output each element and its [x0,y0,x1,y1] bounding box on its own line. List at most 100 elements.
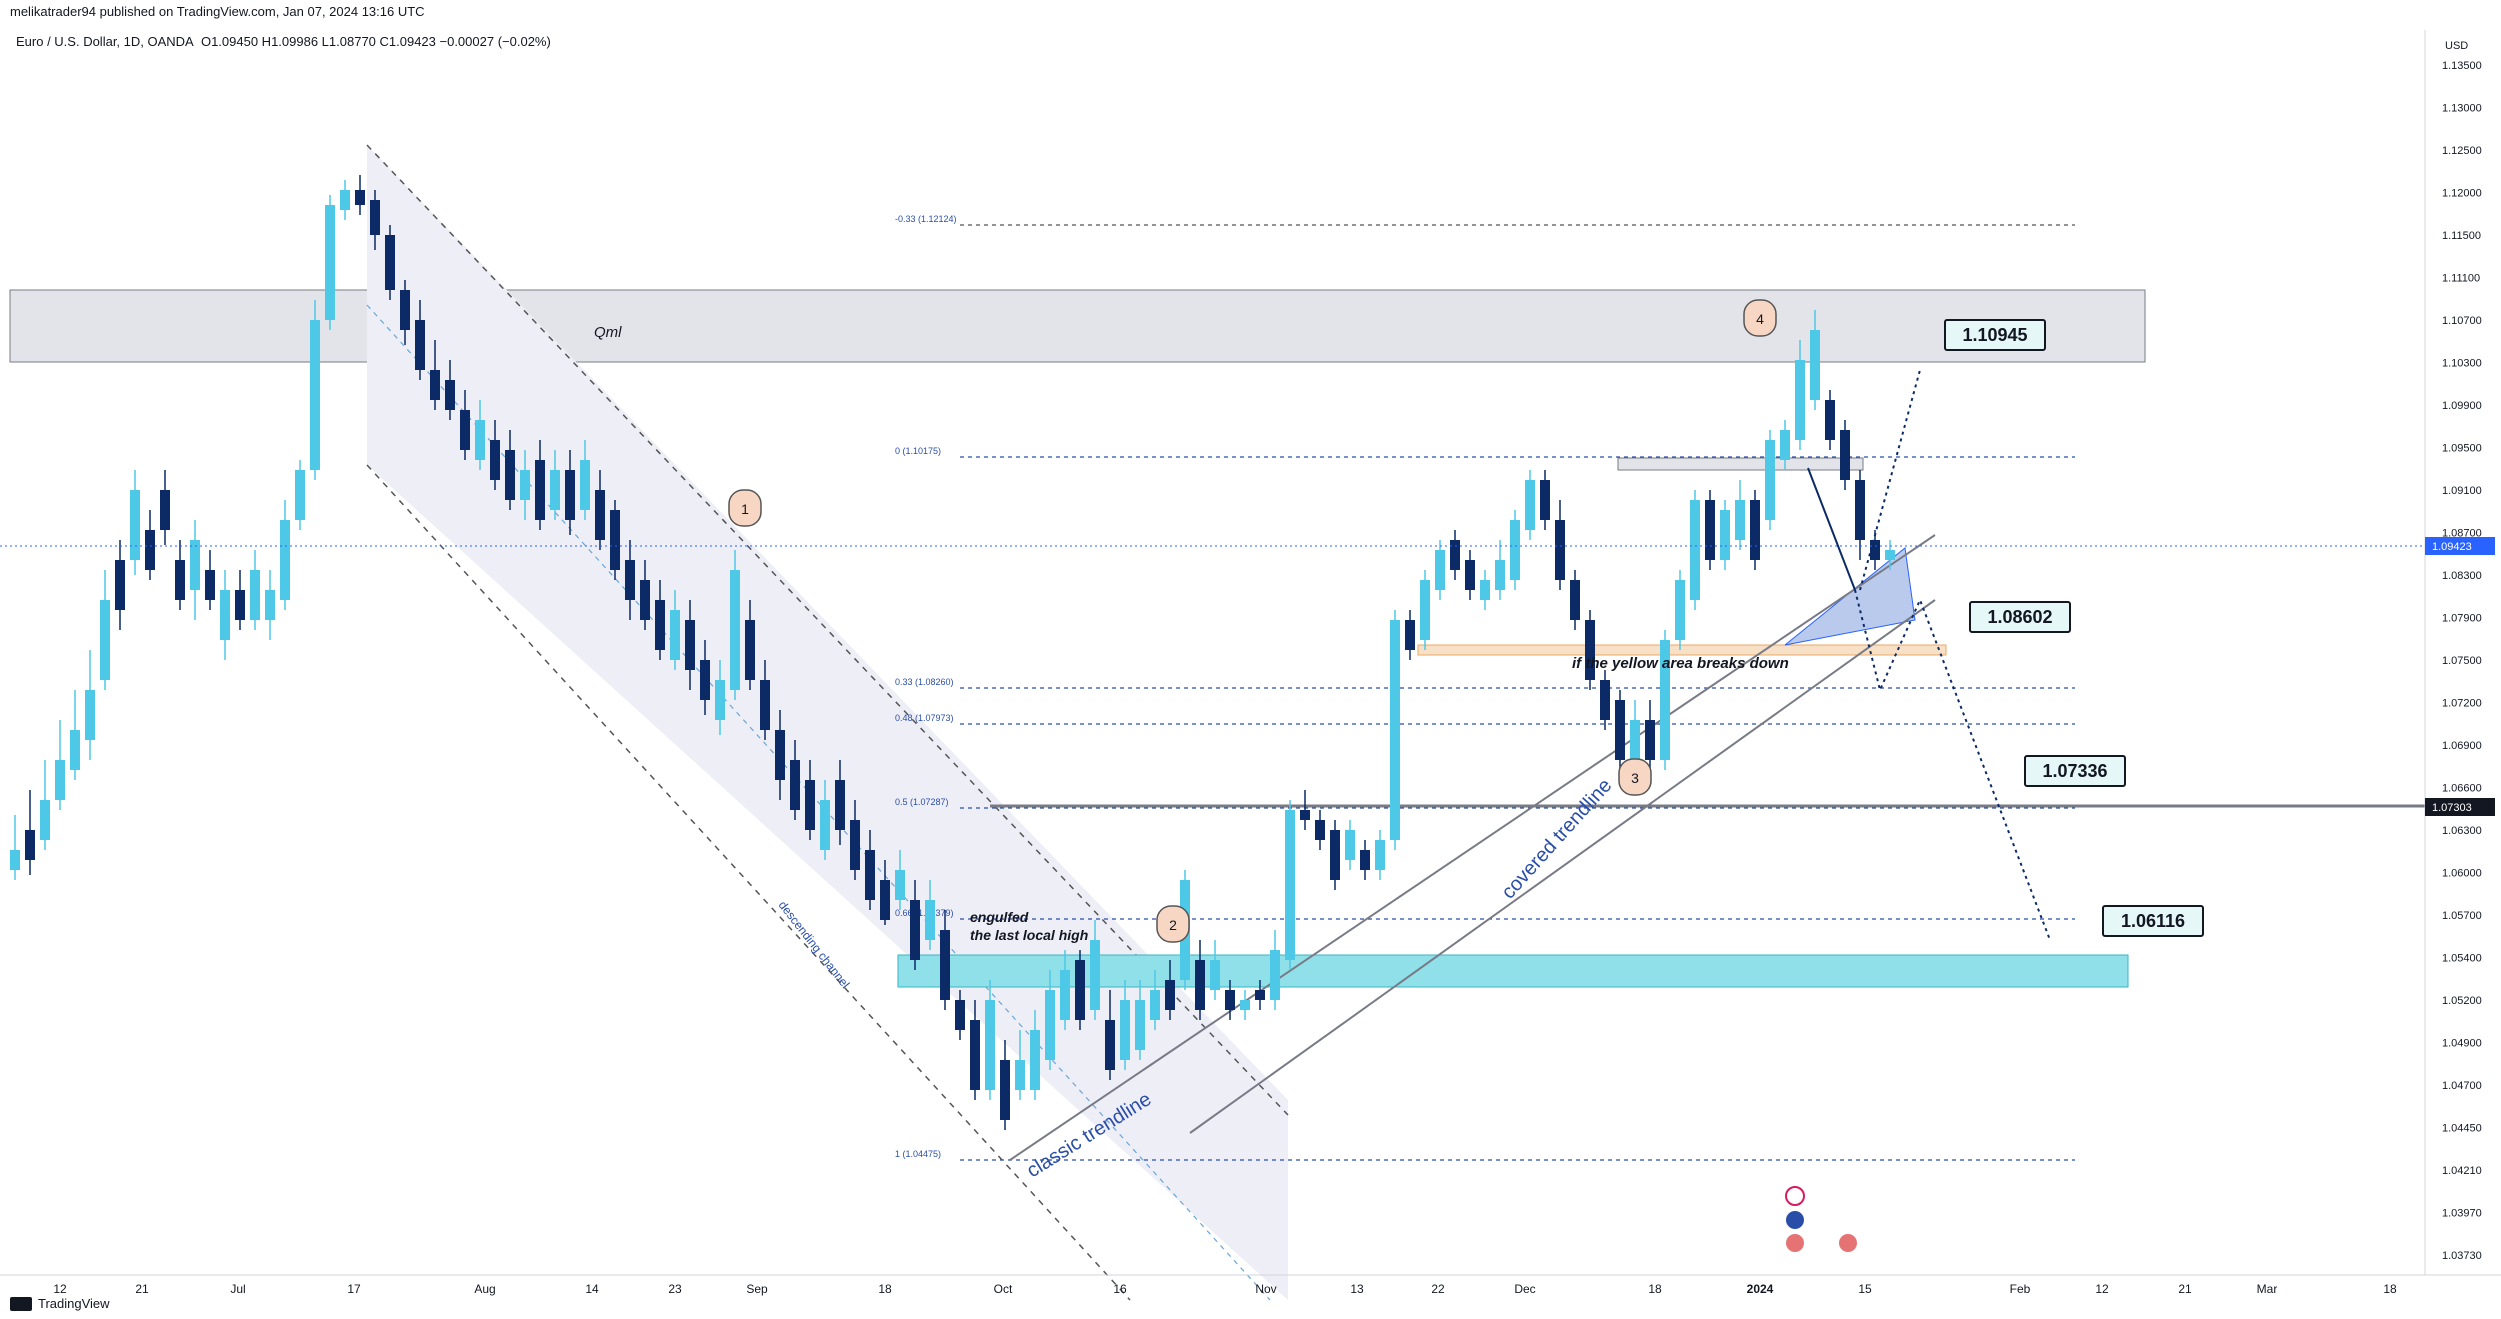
target-106116-text: 1.06116 [2121,911,2185,931]
time-tick-11: Nov [1255,1282,1276,1296]
candle-body-67 [1015,1060,1025,1090]
candle-body-106 [1600,680,1610,720]
candle-body-101 [1525,480,1535,530]
candle-body-91 [1375,840,1385,870]
fib-label-2: 0.33 (1.08260) [895,677,954,687]
current-price-tag [2425,537,2495,555]
fib-label-6: 1 (1.04475) [895,1149,941,1159]
time-tick-13: 22 [1431,1282,1445,1296]
ohlc-values: O1.09450 H1.09986 L1.08770 C1.09423 −0.0… [200,34,551,49]
candle-body-69 [1045,990,1055,1060]
candle-body-13 [205,570,215,600]
candle-body-47 [715,680,725,720]
candle-body-6 [100,600,110,680]
descending-channel-fill [367,145,1288,1300]
tradingview-logo-icon[interactable] [10,1296,32,1311]
projection-down-1 [1807,467,1856,591]
candle-body-100 [1510,520,1520,580]
candle-body-89 [1345,830,1355,860]
price-tick-25: 1.04450 [2442,1123,2482,1135]
candle-body-109 [1645,720,1655,760]
time-tick-7: Sep [746,1282,768,1296]
candle-body-85 [1285,810,1295,960]
candle-body-50 [760,680,770,730]
candle-body-0 [10,850,20,870]
price-tick-2: 1.12500 [2442,145,2482,157]
point-label-2: 2 [1169,917,1177,933]
resistance-box [1617,457,1864,471]
candle-body-77 [1165,980,1175,1010]
fib-label-4: 0.5 (1.07287) [895,797,949,807]
candle-body-65 [985,1000,995,1090]
projection-down-target [1854,589,2051,941]
candle-body-4 [70,730,80,770]
footer: TradingView [10,1296,110,1311]
candle-body-111 [1675,580,1685,640]
candle-body-108 [1630,720,1640,760]
fib-label-0: -0.33 (1.12124) [895,214,957,224]
time-tick-19: 12 [2095,1282,2109,1296]
candle-body-26 [400,290,410,330]
candle-body-70 [1060,970,1070,1020]
candle-body-115 [1735,500,1745,540]
target-107336-text: 1.07336 [2042,761,2107,781]
target-107336-box [2024,755,2126,787]
qml-zone [9,289,2146,363]
candle-body-42 [640,580,650,620]
lightning-event-icon [1785,1186,1805,1206]
time-tick-20: 21 [2178,1282,2192,1296]
candle-body-94 [1420,580,1430,640]
teal-zone [897,954,2129,988]
target-110945-text: 1.10945 [1962,325,2027,345]
candle-body-114 [1720,510,1730,560]
candle-body-22 [340,190,350,210]
candle-body-39 [595,490,605,540]
candle-body-43 [655,600,665,650]
time-tick-3: 17 [347,1282,361,1296]
time-tick-1: 21 [135,1282,149,1296]
candle-body-119 [1795,360,1805,440]
candle-body-49 [745,620,755,680]
candle-body-5 [85,690,95,740]
price-tick-19: 1.06000 [2442,868,2482,880]
candle-body-44 [670,610,680,660]
candle-body-1 [25,830,35,860]
candle-body-110 [1660,640,1670,760]
footer-brand[interactable]: TradingView [38,1296,110,1311]
candle-body-124 [1870,540,1880,560]
candle-body-46 [700,660,710,700]
time-tick-15: 18 [1648,1282,1662,1296]
target-106116-box [2102,905,2204,937]
qml-label: Qml [594,324,622,341]
symbol-name[interactable]: Euro / U.S. Dollar, 1D, OANDA [16,34,194,49]
price-tick-18: 1.06300 [2442,825,2482,837]
candle-body-23 [355,190,365,205]
candle-body-76 [1150,990,1160,1020]
candle-body-83 [1255,990,1265,1000]
price-tick-10: 1.09100 [2442,485,2482,497]
us-flag-icon-2 [1839,1234,1857,1252]
price-tick-23: 1.04900 [2442,1038,2482,1050]
candle-body-54 [820,800,830,850]
candle-body-10 [160,490,170,530]
candle-body-80 [1210,960,1220,990]
candle-body-34 [520,470,530,500]
fib-label-5: 0.66 (1.06379) [895,908,954,918]
channel-mid-line [366,304,1271,1301]
time-tick-21: Mar [2257,1282,2278,1296]
price-tick-9: 1.09500 [2442,443,2482,455]
classic-trendline-line [1009,534,1936,1161]
candle-body-123 [1855,480,1865,540]
point-circle-4 [1743,299,1777,337]
candle-body-9 [145,530,155,570]
candle-body-57 [865,850,875,900]
point-label-3: 3 [1631,770,1639,786]
covered-trendline-label: covered trendline [1497,775,1616,904]
candle-body-56 [850,820,860,870]
candle-body-60 [910,900,920,960]
candle-body-21 [325,205,335,320]
time-tick-4: Aug [474,1282,495,1296]
candle-body-32 [490,440,500,480]
time-tick-2: Jul [230,1282,245,1296]
